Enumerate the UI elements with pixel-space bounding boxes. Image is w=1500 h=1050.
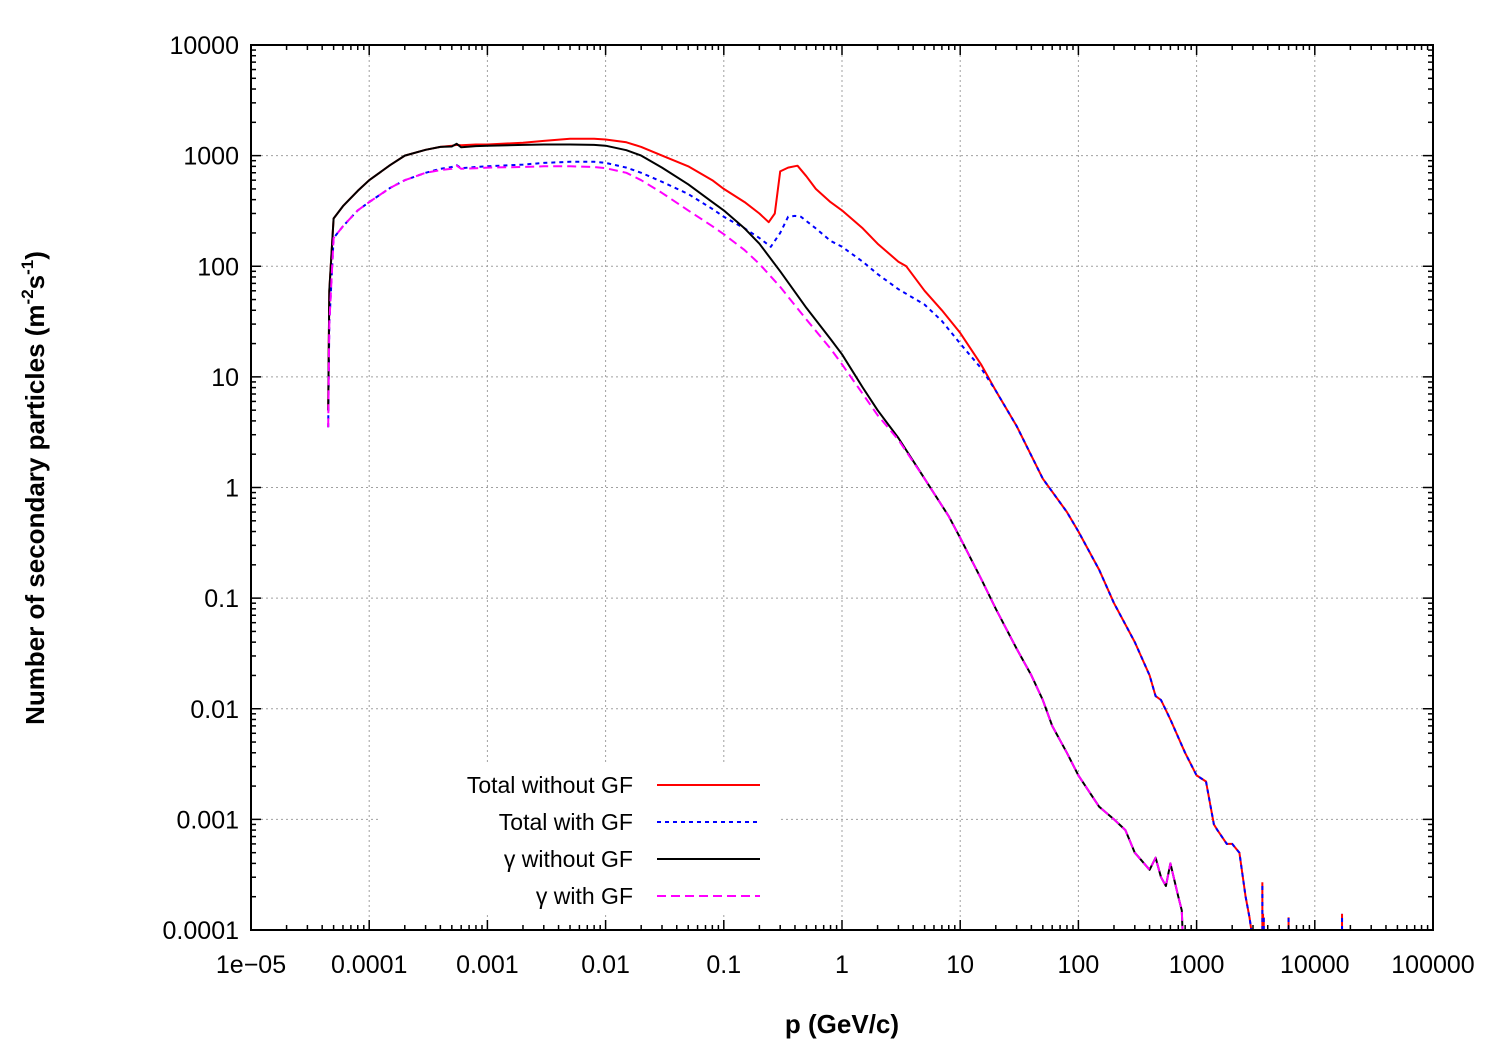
x-tick-labels: 1e−05 0.0001 0.001 0.01 0.1 1 10 100 1000 10000 10…	[216, 951, 1475, 979]
y-tick-label: 0.01	[190, 696, 239, 724]
series-line-2	[327, 160, 1253, 931]
x-tick-label: 100	[1058, 951, 1100, 979]
grid-lines	[251, 45, 1433, 930]
x-tick-label: 1	[835, 951, 849, 979]
y-tick-label: 0.0001	[163, 917, 239, 945]
y-tick-label: 100	[197, 253, 239, 281]
x-tick-label: 10000	[1280, 951, 1350, 979]
y-axis-title-unit-close: )	[20, 251, 50, 260]
x-tick-label: 1e−05	[216, 951, 286, 979]
y-axis-title-exp-2: -1	[18, 260, 37, 275]
x-tick-label: 0.0001	[331, 951, 407, 979]
legend-entry-label: γ with GF	[536, 883, 633, 909]
y-tick-labels: 0.0001 0.001 0.01 0.1 1 10 100 1000 10000	[163, 32, 239, 945]
legend-entry-label: γ without GF	[504, 846, 633, 872]
axis-ticks	[250, 44, 1434, 931]
x-tick-label: 0.001	[456, 951, 519, 979]
series-line-3	[327, 142, 1184, 931]
legend: Total without GF Total with GF γ without G…	[467, 772, 760, 909]
legend-background	[380, 765, 780, 915]
legend-entry-label: Total without GF	[467, 772, 633, 798]
y-tick-label: 10000	[169, 32, 239, 60]
y-axis-title-unit-s: s	[20, 275, 50, 289]
y-tick-label: 0.1	[204, 585, 239, 613]
y-axis-title: Number of secondary particles (m-2s-1)	[18, 251, 50, 725]
x-tick-label: 0.01	[581, 951, 630, 979]
series-lines	[327, 137, 1344, 931]
x-axis-title: p (GeV/c)	[785, 1009, 899, 1039]
y-axis-title-main: Number of secondary particles	[20, 343, 50, 724]
y-tick-label: 1	[225, 475, 239, 503]
y-axis-title-exp-1: -2	[18, 289, 37, 304]
series-line-4	[327, 164, 1184, 931]
y-axis-title-unit-open: (m	[20, 304, 50, 343]
y-tick-label: 10	[211, 364, 239, 392]
x-tick-label: 1000	[1169, 951, 1225, 979]
legend-entry-label: Total with GF	[499, 809, 633, 835]
x-tick-label: 100000	[1391, 951, 1474, 979]
y-tick-label: 1000	[183, 143, 239, 171]
x-tick-label: 10	[946, 951, 974, 979]
x-tick-label: 0.1	[706, 951, 741, 979]
y-tick-label: 0.001	[176, 806, 239, 834]
